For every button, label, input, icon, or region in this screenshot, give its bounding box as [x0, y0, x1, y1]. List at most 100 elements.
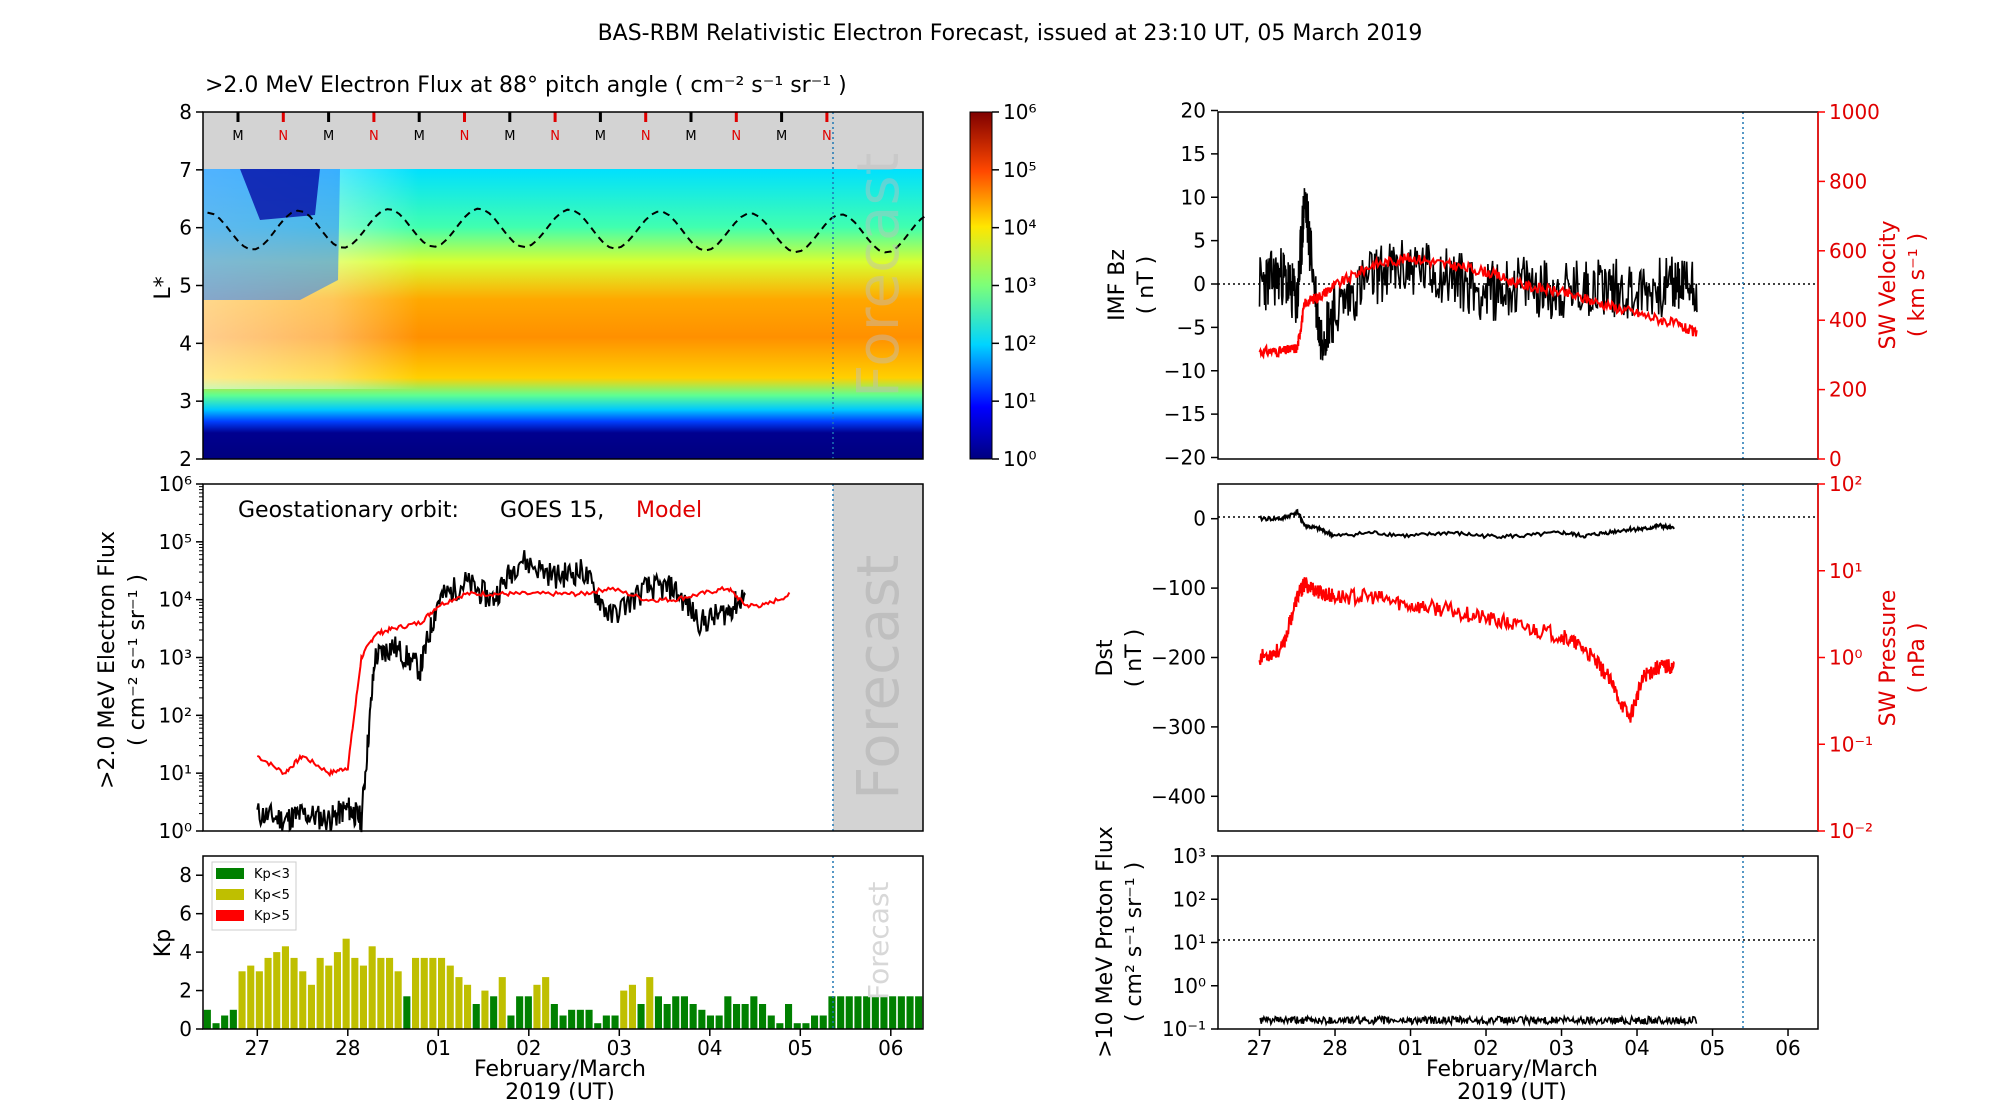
kp-bar [212, 1023, 220, 1029]
kp-bar [221, 1015, 229, 1029]
orbit-marker-band [203, 112, 923, 169]
orbit-marker-label: N [278, 129, 288, 144]
prot-ytick-label: 10⁰ [1173, 974, 1206, 998]
kp-bar [464, 984, 472, 1029]
orbit-marker-label: N [731, 129, 741, 144]
kp-bar [698, 1009, 706, 1029]
prot-xtick-label: 03 [1549, 1036, 1574, 1060]
kp-bar [576, 1009, 584, 1029]
kp-bar [733, 1004, 741, 1029]
kp-bar [455, 977, 463, 1029]
pres-ytick-label: 10² [1829, 472, 1862, 496]
kp-bar [611, 1015, 619, 1029]
kp-bar [498, 977, 506, 1029]
kp-bar [229, 1009, 237, 1029]
kp-xtick-label: 04 [697, 1036, 722, 1060]
proton-panel: 10⁻¹ 10⁰ 10¹ 10² 10³ >10 MeV Proton Flux ( c… [1093, 826, 1819, 1100]
heatmap-ytick-label: 5 [179, 274, 192, 298]
orbit-marker-label: N [550, 129, 560, 144]
forecast-region-geo [833, 484, 923, 831]
kp-xtick-label: 01 [426, 1036, 451, 1060]
prot-ytick-label: 10¹ [1173, 931, 1206, 955]
kp-bar [247, 965, 255, 1029]
kp-bar [637, 1004, 645, 1029]
imf-y-axis: −20 −15 −10 −5 0 5 10 15 20 [1164, 99, 1218, 470]
imf-ylabel-1: IMF Bz [1105, 249, 1130, 321]
dst-ytick-label: 0 [1193, 507, 1206, 531]
pres-ylabel-1: SW Pressure [1876, 590, 1901, 727]
kp-bar [568, 1009, 576, 1029]
kp-bar [264, 957, 272, 1029]
kp-bar [550, 1004, 558, 1029]
kp-bar [915, 996, 923, 1029]
model-series [256, 585, 791, 778]
kp-bar [602, 1015, 610, 1029]
kp-xtick-label: 27 [245, 1036, 270, 1060]
kp-bar [273, 952, 281, 1029]
orbit-marker-label: M [776, 129, 787, 144]
kp-bar [386, 957, 394, 1029]
imf-ytick-label: 15 [1181, 142, 1206, 166]
vel-ytick-label: 800 [1829, 169, 1867, 193]
geo-ytick-label: 10⁶ [159, 472, 192, 496]
left-xlabel-1: February/March [474, 1057, 646, 1082]
kp-bar [342, 938, 350, 1029]
kp-bar [429, 957, 437, 1029]
right-xlabel-1: February/March [1426, 1057, 1598, 1082]
kp-bar [446, 965, 454, 1029]
geo-ytick-label: 10¹ [159, 761, 192, 785]
kp-bar [863, 996, 871, 1029]
colorbar-tick-label: 10⁴ [1003, 216, 1036, 240]
prot-xtick-label: 05 [1700, 1036, 1725, 1060]
dst-ytick-label: −400 [1151, 784, 1206, 808]
kp-bar [490, 996, 498, 1029]
vel-ytick-label: 200 [1829, 378, 1867, 402]
kp-bar [255, 971, 263, 1029]
kp-bar [750, 996, 758, 1029]
colorbar-tick-label: 10³ [1003, 274, 1036, 298]
imf-ytick-label: 20 [1181, 99, 1206, 123]
right-xlabel-2: 2019 (UT) [1457, 1080, 1567, 1100]
kp-bar [377, 957, 385, 1029]
kp-bar [472, 1004, 480, 1029]
imf-ytick-label: 10 [1181, 185, 1206, 209]
imf-ytick-label: −15 [1164, 402, 1206, 426]
kp-xtick-label: 03 [607, 1036, 632, 1060]
orbit-marker-label: M [504, 129, 515, 144]
heatmap-ytick-label: 4 [179, 331, 192, 355]
kp-bar [524, 996, 532, 1029]
kp-legend-swatch-mid [216, 889, 244, 900]
proton-flux-series [1259, 1013, 1698, 1028]
heatmap-ytick-label: 6 [179, 216, 192, 240]
geo-ytick-label: 10³ [159, 646, 192, 670]
prot-ytick-label: 10² [1173, 887, 1206, 911]
colorbar-tick-label: 10⁶ [1003, 100, 1036, 124]
dst-ytick-label: −200 [1151, 646, 1206, 670]
heatmap-ylabel: L* [151, 276, 176, 299]
left-xlabel-2: 2019 (UT) [505, 1080, 615, 1100]
dst-y-axis: 0 −100 −200 −300 −400 [1151, 507, 1218, 808]
kp-bar [654, 996, 662, 1029]
heatmap-y-axis: 2 3 4 5 6 7 8 [179, 100, 203, 471]
dst-ylabel-2: ( nT ) [1122, 629, 1147, 688]
vel-ytick-label: 1000 [1829, 100, 1880, 124]
dst-series [1259, 508, 1675, 540]
pres-ytick-label: 10⁻² [1829, 819, 1873, 843]
vel-ytick-label: 600 [1829, 239, 1867, 263]
imf-ytick-label: 5 [1193, 229, 1206, 253]
pressure-y-axis: 10⁻² 10⁻¹ 10⁰ 10¹ 10² [1818, 472, 1873, 843]
prot-xtick-label: 04 [1624, 1036, 1649, 1060]
vel-ylabel-1: SW Velocity [1876, 220, 1901, 349]
kp-bar [906, 996, 914, 1029]
prot-xtick-label: 02 [1473, 1036, 1498, 1060]
orbit-marker-label: N [822, 129, 832, 144]
orbit-marker-label: M [595, 129, 606, 144]
heatmap-ytick-label: 3 [179, 389, 192, 413]
kp-bar [438, 957, 446, 1029]
kp-bar [724, 996, 732, 1029]
kp-bar [845, 996, 853, 1029]
sw-velocity-series [1258, 253, 1698, 360]
kp-bar [316, 957, 324, 1029]
kp-bar [897, 996, 905, 1029]
